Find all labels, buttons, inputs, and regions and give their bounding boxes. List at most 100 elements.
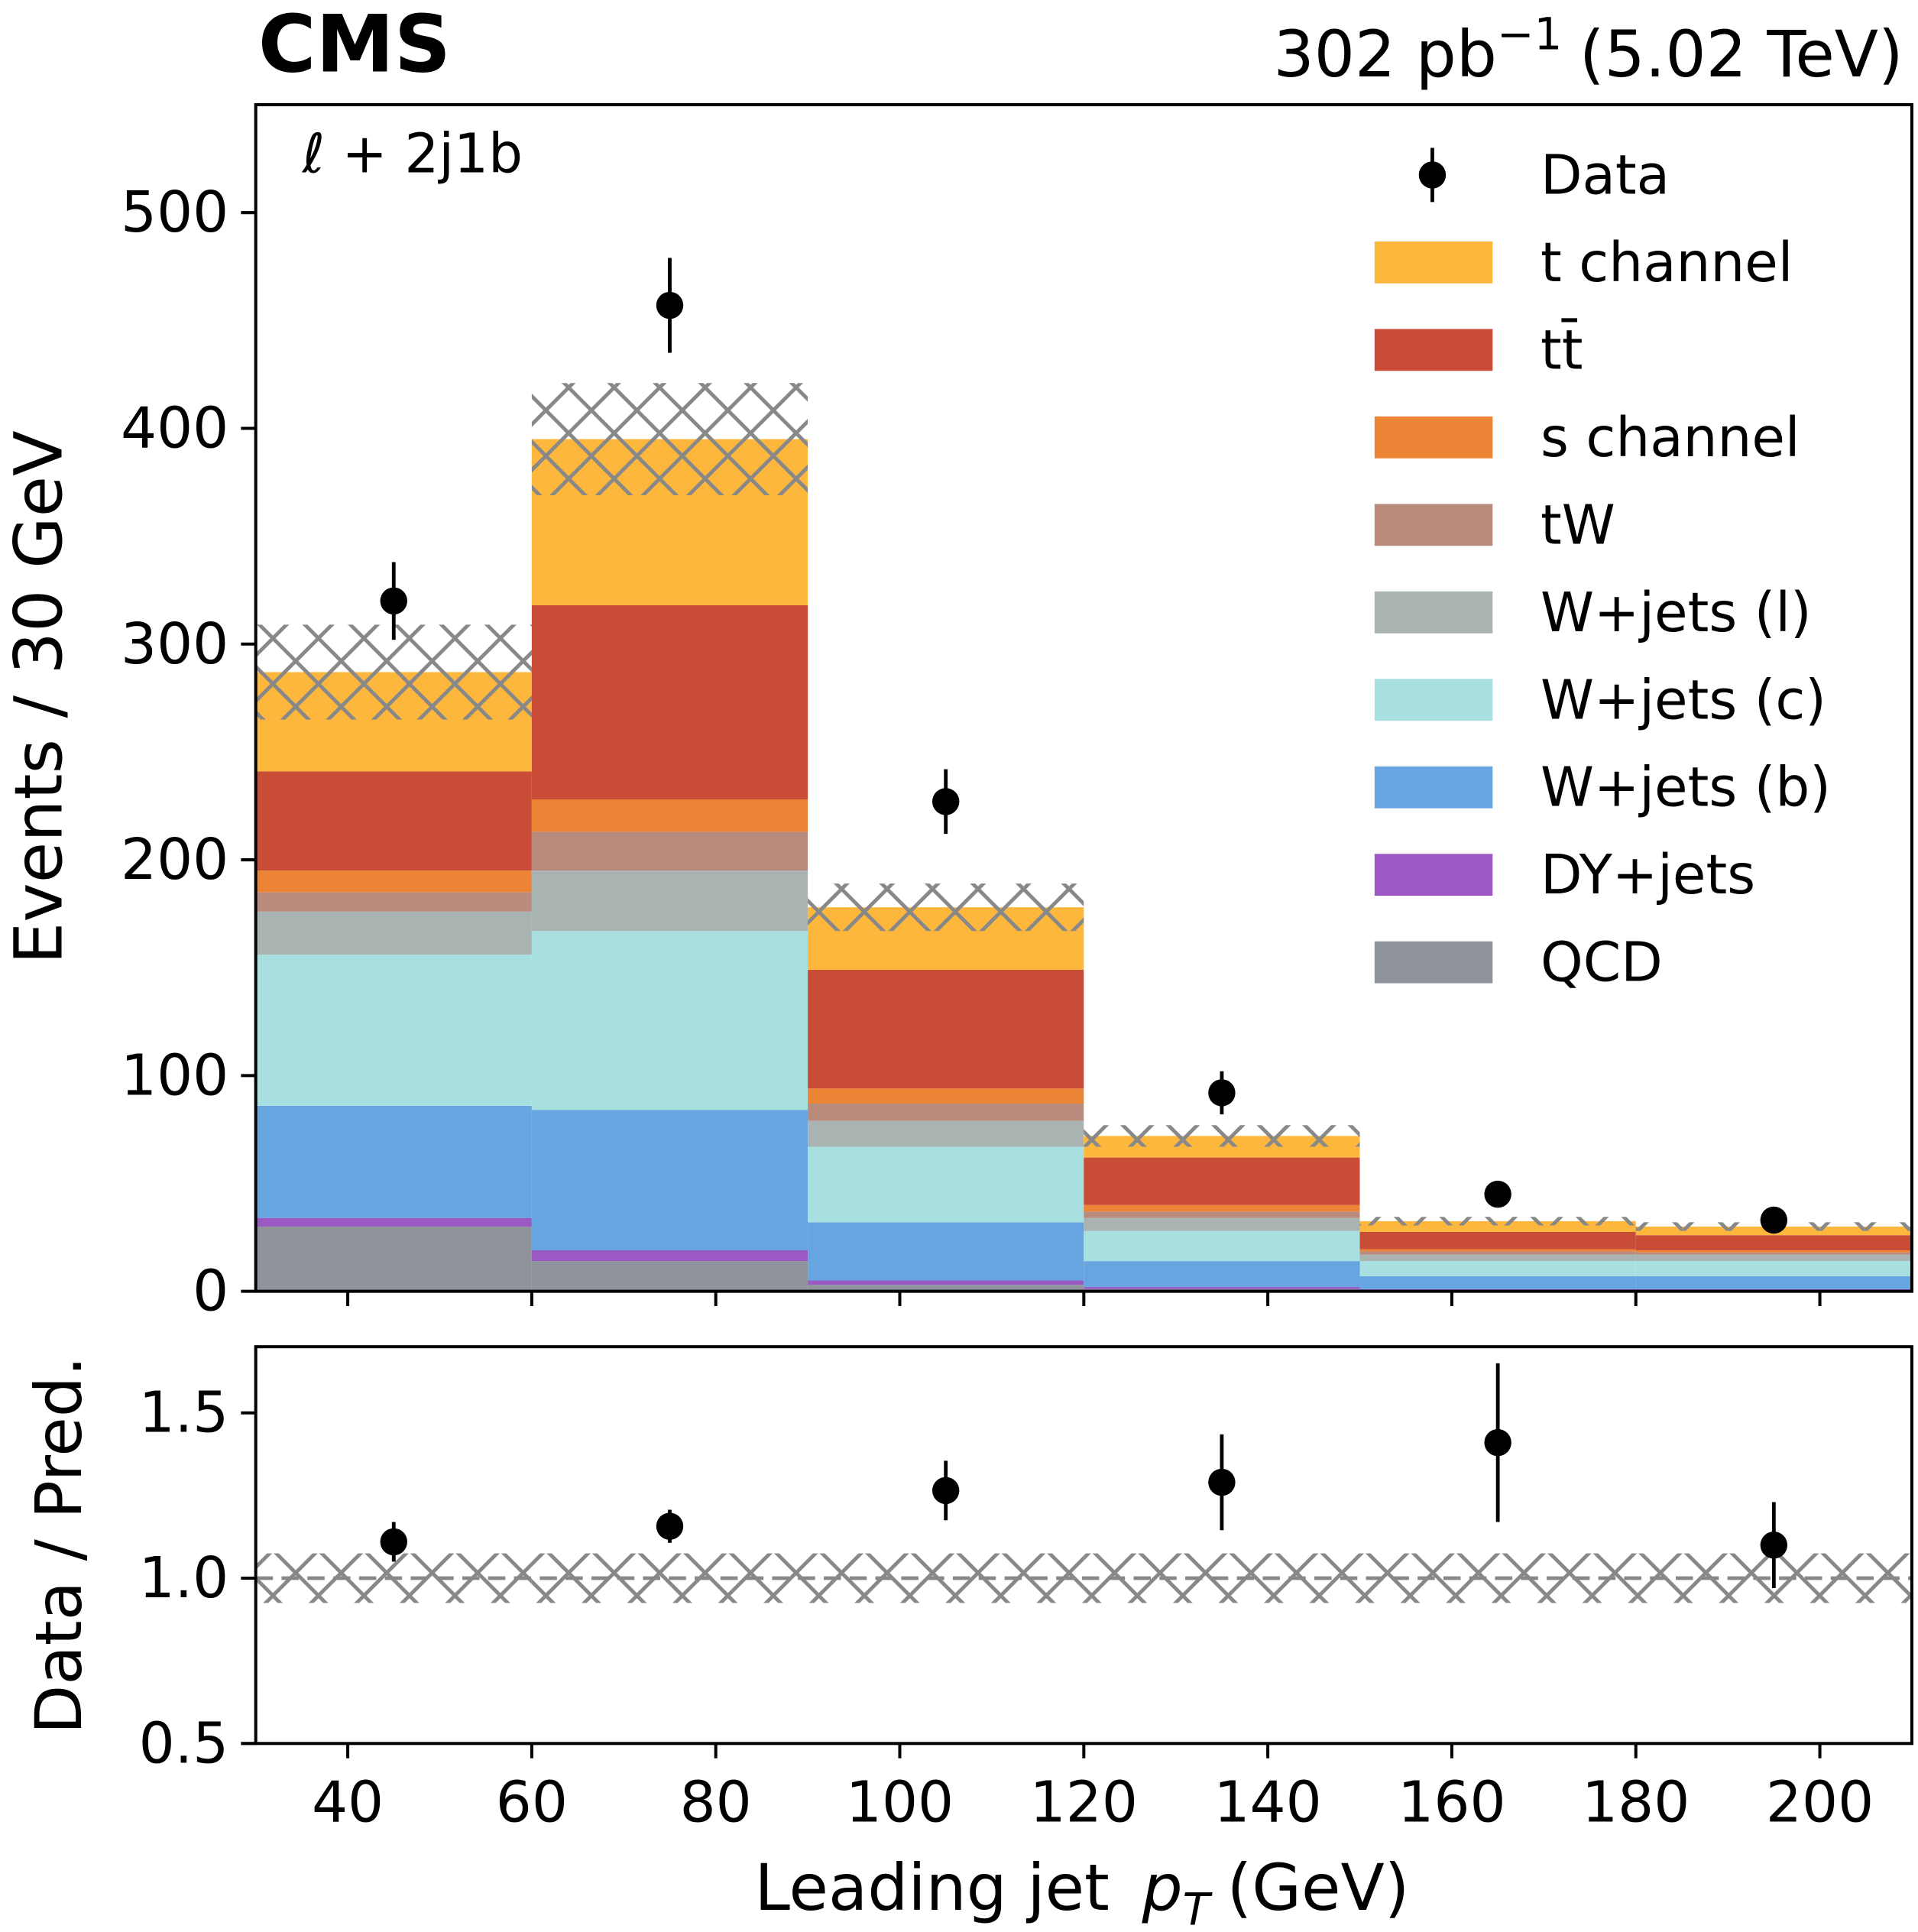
legend-swatch [1374,329,1493,371]
legend-label: s channel [1541,406,1800,469]
histogram-bar [808,970,1084,1089]
data-point [380,1528,407,1556]
category-annotation: ℓ + 2j1b [302,122,523,186]
legend-label: W+jets (c) [1541,668,1826,731]
luminosity-exponent: −1 [1497,8,1562,60]
uncertainty-band [255,624,532,720]
legend-label: tt̄ [1541,317,1583,381]
x-axis-label: Leading jet pT (GeV) [754,1850,1409,1932]
x-tick-label: 200 [1766,1770,1874,1836]
y-tick-label: 1.5 [139,1380,229,1446]
legend-label: W+jets (l) [1541,581,1812,644]
histogram-bar [255,955,532,1106]
histogram-bar [531,605,808,800]
histogram-bar [255,1105,532,1218]
axes-frame [254,1345,1913,1746]
histogram-bar [1635,1289,1912,1291]
histogram-bar [808,1280,1084,1285]
histogram-bar [1635,1261,1912,1276]
uncertainty-band [1359,1217,1636,1226]
legend-swatch [1374,591,1493,634]
data-point [1484,1180,1511,1208]
histogram-bar [808,1120,1084,1147]
legend-swatch [1374,854,1493,896]
y-tick-label: 1.0 [139,1545,229,1611]
y-tick-label: 200 [121,827,228,893]
ratio-y-axis-label: Data / Pred. [21,1356,96,1734]
data-point [1760,1206,1788,1234]
legend-label: DY+jets [1541,843,1755,906]
histogram-bar [1084,1261,1360,1287]
legend-marker [1418,161,1447,189]
y-axis-label: Events / 30 GeV [0,430,77,964]
x-label-symbol: p [1142,1850,1183,1925]
y-tick-label: 0 [193,1259,228,1324]
histogram-bar [531,1261,808,1292]
y-tick-label: 400 [121,395,228,461]
histogram-bar [531,799,808,832]
histogram-bar [531,1110,808,1250]
uncertainty-band [1084,1125,1360,1147]
histogram-bar [808,1222,1084,1281]
y-tick-label: 0.5 [139,1710,229,1776]
histogram-bar [808,1088,1084,1104]
histogram-bar [255,911,532,955]
histogram-bar [1359,1249,1636,1252]
legend-swatch [1374,766,1493,809]
x-tick-label: 40 [312,1770,384,1836]
y-tick-label: 300 [121,611,228,677]
histogram-bar [1359,1254,1636,1262]
histogram-bar [531,831,808,871]
x-tick-label: 100 [846,1770,954,1836]
histogram-bar [1635,1254,1912,1262]
x-tick-label: 60 [496,1770,568,1836]
data-point [656,291,684,319]
histogram-bar [255,870,532,893]
luminosity: 302 pb [1274,17,1498,92]
x-tick-label: 80 [680,1770,752,1836]
legend-swatch [1374,416,1493,459]
histogram-bar [1359,1261,1636,1276]
histogram-bar [531,870,808,932]
histogram-bar [1635,1252,1912,1255]
legend-swatch [1374,504,1493,546]
legend-label: tW [1541,493,1615,556]
experiment-label: CMS [258,0,451,91]
energy: (5.02 TeV) [1579,17,1903,92]
histogram-bar [255,1217,532,1227]
data-point [932,788,960,815]
histogram-bar [1084,1230,1360,1262]
histogram-bar [1359,1276,1636,1289]
x-label-subscript: T [1183,1883,1213,1932]
data-point [1484,1428,1511,1457]
histogram-bar [808,1285,1084,1292]
uncertainty-band [531,383,808,495]
y-tick-label: 100 [121,1042,228,1108]
histogram-bar [255,1226,532,1292]
x-label-unit: (GeV) [1227,1850,1410,1925]
histogram-bar [1635,1250,1912,1253]
x-tick-label: 160 [1398,1770,1505,1836]
histogram-bar [1084,1211,1360,1218]
data-point [1208,1079,1236,1107]
legend-label: Data [1541,143,1670,206]
histogram-bar [531,931,808,1110]
histogram-bar [1084,1217,1360,1231]
legend-label: t channel [1541,231,1793,294]
x-tick-label: 140 [1213,1770,1321,1836]
legend-label: W+jets (b) [1541,756,1831,819]
histogram-bar [808,1104,1084,1121]
histogram-bar [1359,1251,1636,1255]
data-point [380,587,407,615]
legend-label: QCD [1541,931,1663,994]
data-point [656,1512,684,1540]
histogram-bar [1359,1289,1636,1291]
uncertainty-band [808,883,1084,932]
data-point [1760,1532,1788,1559]
y-tick-label: 500 [121,180,228,245]
luminosity-label: 302 pb−1 (5.02 TeV) [1274,8,1903,92]
legend-swatch [1374,679,1493,721]
legend-swatch [1374,242,1493,284]
